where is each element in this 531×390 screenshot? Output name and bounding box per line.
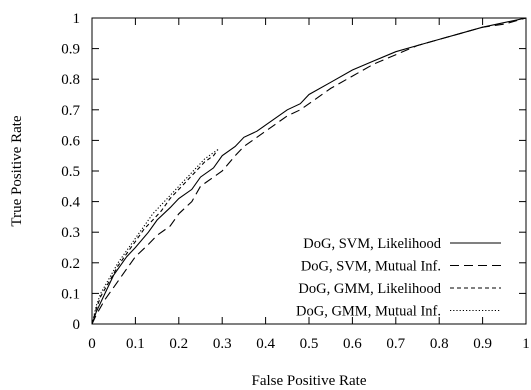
y-tick-label: 0.4 xyxy=(61,195,80,211)
x-tick-label: 0.8 xyxy=(430,336,449,352)
x-tick-label: 0.2 xyxy=(169,336,188,352)
x-tick-label: 0.6 xyxy=(343,336,362,352)
legend-label-2: DoG, SVM, Mutual Inf. xyxy=(301,259,441,275)
plot-area xyxy=(91,17,527,325)
x-tick-label: 1 xyxy=(522,336,530,352)
x-tick-label: 0.1 xyxy=(126,336,145,352)
legend-label-4: DoG, GMM, Mutual Inf. xyxy=(296,304,441,320)
y-tick-label: 0.2 xyxy=(61,256,80,272)
y-tick-label: 0.1 xyxy=(61,286,80,302)
x-tick-label: 0.5 xyxy=(300,336,319,352)
y-tick-label: 0.6 xyxy=(61,133,80,149)
y-tick-label: 0.3 xyxy=(61,225,80,241)
y-axis-title: True Positive Rate xyxy=(9,115,25,226)
legend-label-3: DoG, GMM, Likelihood xyxy=(298,281,441,297)
x-tick-label: 0 xyxy=(88,336,96,352)
x-tick-label: 0.9 xyxy=(473,336,492,352)
y-tick-label: 0.5 xyxy=(61,164,80,180)
series-line-3 xyxy=(91,149,219,325)
plot-border xyxy=(91,17,527,325)
series-line-2 xyxy=(91,17,527,325)
y-tick-label: 1 xyxy=(73,11,81,27)
legend-label-1: DoG, SVM, Likelihood xyxy=(303,236,442,252)
x-tick-label: 0.3 xyxy=(213,336,232,352)
y-tick-label: 0 xyxy=(73,317,81,333)
x-tick-label: 0.4 xyxy=(256,336,275,352)
series-line-4 xyxy=(91,149,219,325)
y-tick-label: 0.8 xyxy=(61,72,80,88)
series-layer xyxy=(91,17,527,325)
series-line-1 xyxy=(91,17,527,325)
axis-ticks: 0 0.1 0.2 0.3 0.4 0.5 0.6 0.7 0.8 0.9 1 0 0.1 0.2 0.3 0… xyxy=(61,11,530,352)
x-tick-label: 0.7 xyxy=(386,336,405,352)
x-axis-title: False Positive Rate xyxy=(252,373,367,389)
legend: DoG, SVM, Likelihood DoG, SVM, Mutual Inf… xyxy=(296,236,501,320)
y-tick-label: 0.9 xyxy=(61,42,80,58)
y-tick-label: 0.7 xyxy=(61,103,80,119)
